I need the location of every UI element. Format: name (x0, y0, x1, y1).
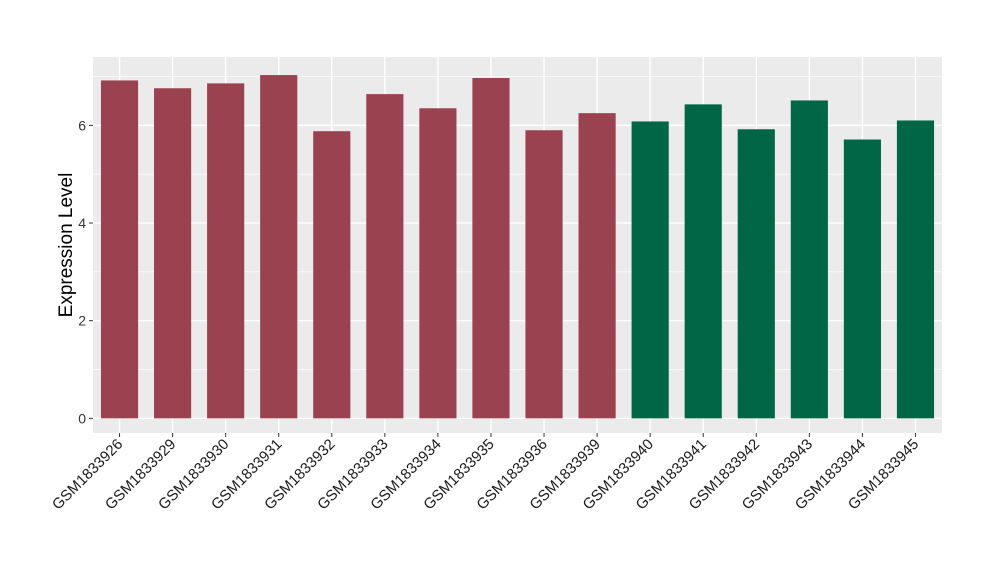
bars (100, 75, 935, 419)
y-tick-label: 4 (78, 215, 86, 231)
y-axis: 0 2 4 6 (78, 117, 93, 426)
bar-GSM1833931 (260, 75, 298, 419)
bar-GSM1833933 (366, 94, 404, 419)
bar-GSM1833940 (631, 121, 669, 419)
bar-GSM1833944 (843, 139, 881, 419)
bar-GSM1833932 (313, 131, 351, 419)
y-tick-label: 6 (78, 117, 86, 133)
y-axis-label: Expression Level (56, 173, 77, 318)
bar-GSM1833936 (525, 130, 563, 419)
bar-GSM1833943 (790, 100, 828, 419)
y-tick-label: 0 (78, 410, 86, 426)
bar-GSM1833926 (100, 80, 139, 419)
bar-GSM1833945 (896, 120, 935, 419)
bar-GSM1833934 (419, 108, 457, 419)
bar-GSM1833930 (207, 83, 245, 419)
x-axis: GSM1833926GSM1833929GSM1833930GSM1833931… (49, 433, 922, 513)
bar-GSM1833941 (684, 104, 722, 419)
bar-GSM1833942 (737, 129, 775, 419)
y-tick-label: 2 (78, 313, 86, 329)
bar-GSM1833939 (578, 113, 616, 419)
bar-GSM1833935 (472, 77, 510, 419)
bar-GSM1833929 (154, 88, 192, 419)
